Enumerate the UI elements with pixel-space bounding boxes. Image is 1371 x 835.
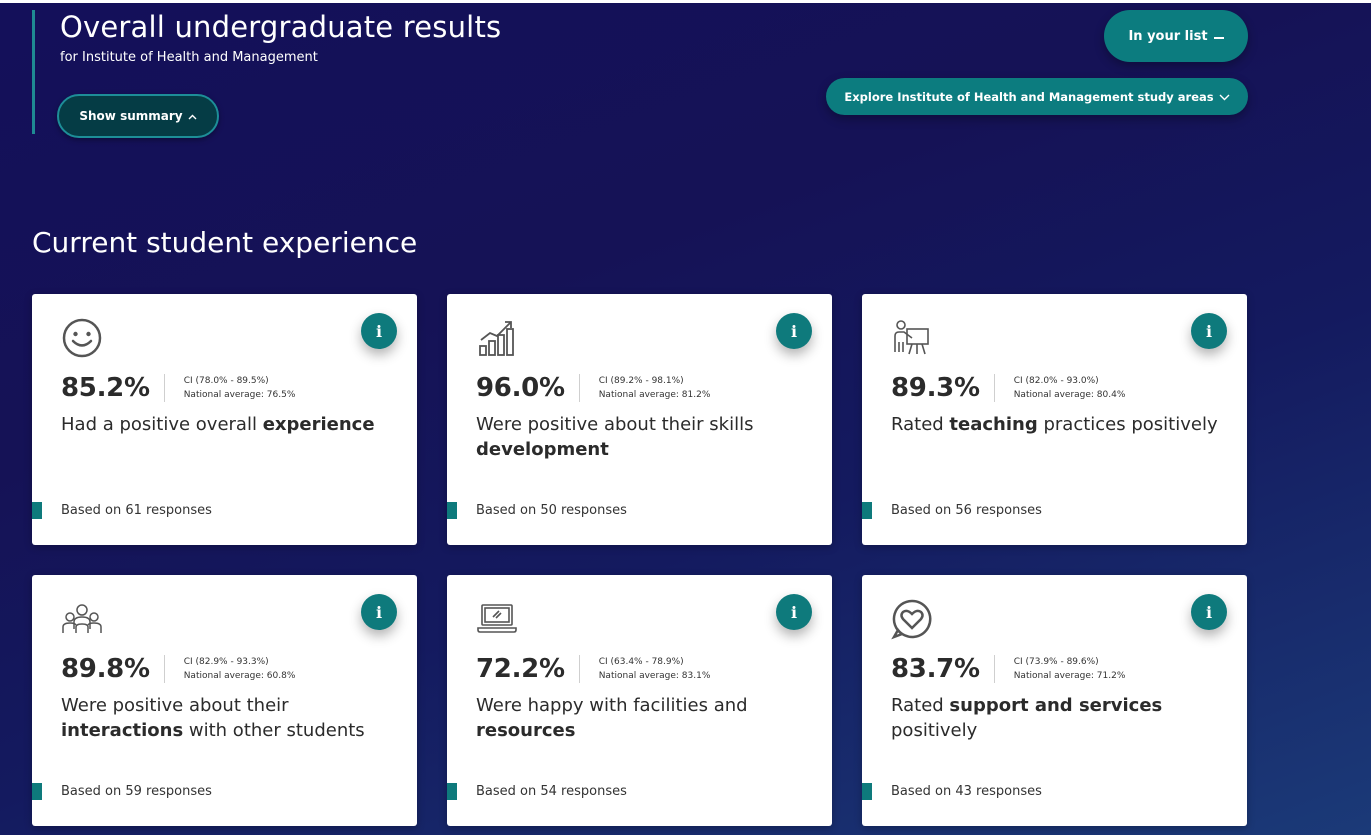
statement: Had a positive overall experience [61,414,375,435]
confidence-interval: CI (89.2% - 98.1%) [598,376,684,386]
page-subtitle: for Institute of Health and Management [60,50,318,65]
smiley-icon [60,316,104,360]
header-accent-bar [32,10,35,134]
show-summary-button[interactable]: Show summary [57,94,219,138]
divider [163,655,165,683]
top-border [0,0,1371,3]
info-button[interactable]: i [361,313,397,349]
info-button[interactable]: i [1191,594,1227,630]
response-count: Based on 56 responses [891,503,1042,518]
statement: Rated support and services positively [891,695,1163,741]
response-count: Based on 54 responses [476,784,627,799]
stat-card-experience: i 85.2% CI (78.0% - 89.5%) National aver… [32,294,417,545]
divider [578,655,580,683]
info-button[interactable]: i [776,594,812,630]
percent-value: 96.0% [476,373,565,403]
response-count: Based on 50 responses [476,503,627,518]
divider [163,374,165,402]
percent-value: 85.2% [61,373,150,403]
chevron-up-icon [188,109,197,123]
accent-marker [447,502,457,519]
chevron-down-icon [1219,90,1230,104]
info-button[interactable]: i [1191,313,1227,349]
stat-card-interactions: i 89.8% CI (82.9% - 93.3%) National aver… [32,575,417,826]
statement: Rated teaching practices positively [891,414,1218,435]
teacher-icon [890,316,934,360]
confidence-interval: CI (78.0% - 89.5%) [183,376,269,386]
accent-marker [447,783,457,800]
percent-value: 72.2% [476,654,565,684]
national-average: National average: 80.4% [1013,390,1126,400]
info-button[interactable]: i [776,313,812,349]
heart-chat-icon [890,597,934,641]
in-your-list-label: In your list [1128,28,1208,44]
national-average: National average: 81.2% [598,390,711,400]
page-title: Overall undergraduate results [60,10,502,44]
in-your-list-button[interactable]: In your list [1104,10,1248,62]
national-average: National average: 60.8% [183,671,296,681]
national-average: National average: 83.1% [598,671,711,681]
section-title: Current student experience [32,226,418,259]
explore-study-areas-button[interactable]: Explore Institute of Health and Manageme… [826,78,1248,115]
stat-card-teaching: i 89.3% CI (82.0% - 93.0%) National aver… [862,294,1247,545]
info-button[interactable]: i [361,594,397,630]
growth-chart-icon [475,316,519,360]
accent-marker [32,502,42,519]
stat-card-support: i 83.7% CI (73.9% - 89.6%) National aver… [862,575,1247,826]
percent-value: 83.7% [891,654,980,684]
percent-value: 89.8% [61,654,150,684]
statement: Were happy with facilities and resources [476,695,748,741]
response-count: Based on 43 responses [891,784,1042,799]
minus-icon [1213,29,1224,44]
confidence-interval: CI (63.4% - 78.9%) [598,657,684,667]
divider [578,374,580,402]
national-average: National average: 76.5% [183,390,296,400]
stat-card-skills: i 96.0% CI (89.2% - 98.1%) National aver… [447,294,832,545]
response-count: Based on 59 responses [61,784,212,799]
accent-marker [862,502,872,519]
show-summary-label: Show summary [79,109,183,123]
students-group-icon [60,597,104,641]
confidence-interval: CI (73.9% - 89.6%) [1013,657,1099,667]
divider [993,374,995,402]
response-count: Based on 61 responses [61,503,212,518]
accent-marker [32,783,42,800]
confidence-interval: CI (82.9% - 93.3%) [183,657,269,667]
statement: Were positive about their interactions w… [61,695,365,741]
national-average: National average: 71.2% [1013,671,1126,681]
explore-label: Explore Institute of Health and Manageme… [844,89,1214,104]
laptop-icon [475,597,519,641]
accent-marker [862,783,872,800]
stat-card-resources: i 72.2% CI (63.4% - 78.9%) National aver… [447,575,832,826]
percent-value: 89.3% [891,373,980,403]
divider [993,655,995,683]
statement: Were positive about their skills develop… [476,414,754,460]
confidence-interval: CI (82.0% - 93.0%) [1013,376,1099,386]
